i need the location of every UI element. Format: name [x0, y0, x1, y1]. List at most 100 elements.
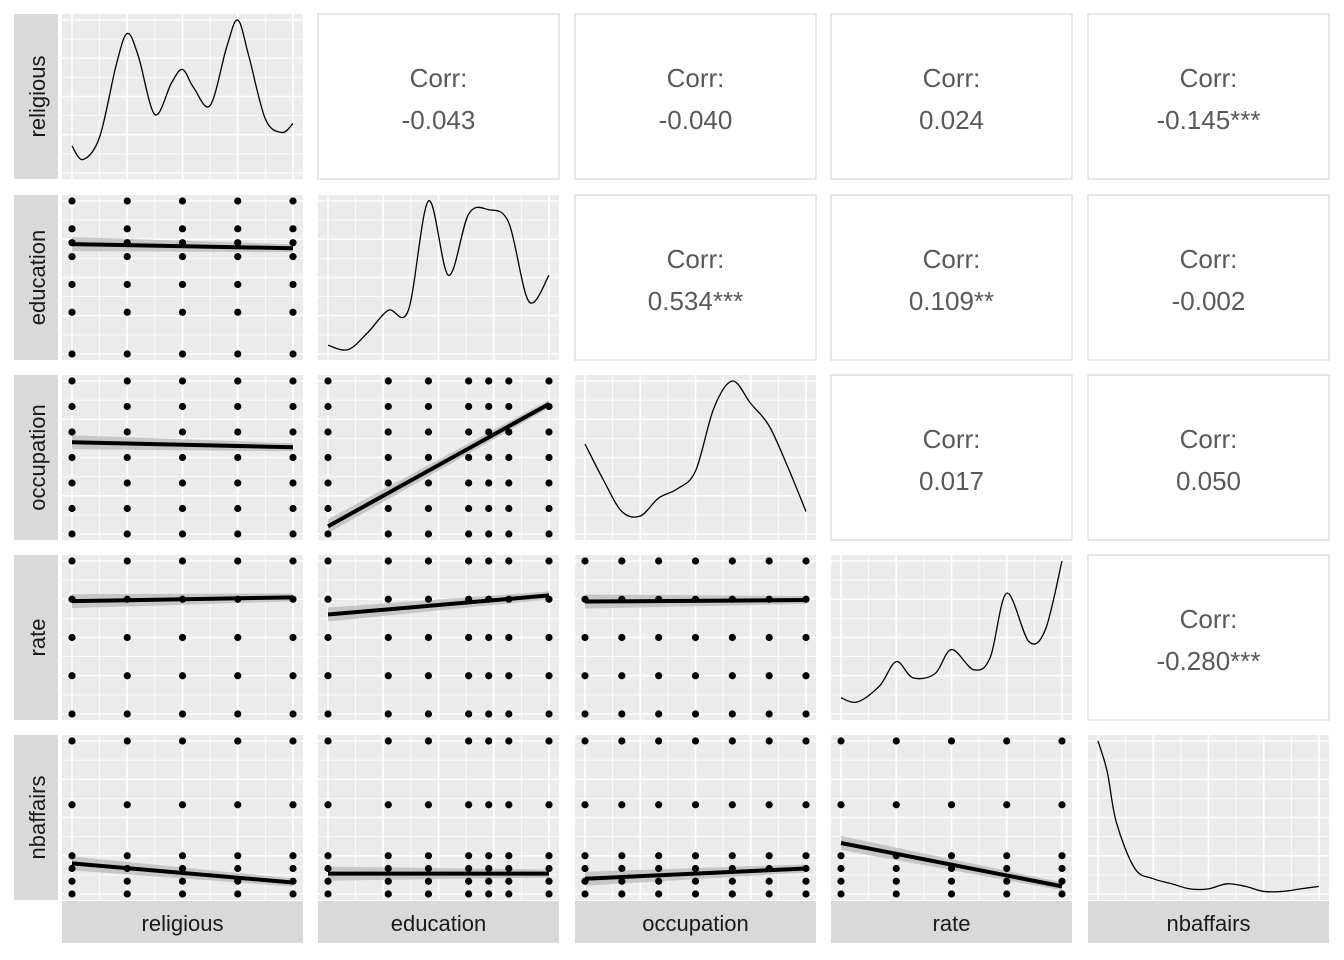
scatter-point: [123, 672, 131, 680]
scatter-point: [655, 557, 663, 565]
scatter-point: [947, 737, 956, 745]
scatter-point: [802, 557, 810, 565]
scatter-point: [234, 253, 242, 261]
scatter-point: [802, 633, 810, 642]
scatter-point: [765, 557, 773, 565]
scatter-point: [178, 890, 187, 898]
scatter-point: [424, 428, 433, 436]
scatter-point: [424, 801, 433, 809]
scatter-point: [765, 737, 773, 745]
scatter-point: [289, 801, 297, 809]
corr-label: Corr:: [667, 244, 725, 274]
scatter-point: [765, 877, 773, 885]
scatter-point: [123, 801, 131, 809]
scatter-point: [68, 877, 76, 885]
scatter-point: [324, 672, 332, 680]
scatter-point: [485, 852, 493, 860]
scatter-point: [123, 530, 131, 538]
scatter-point: [289, 557, 297, 565]
scatter-point: [178, 864, 187, 873]
scatter-point: [234, 239, 242, 247]
scatter-point: [289, 890, 297, 898]
scatter-point: [384, 557, 392, 565]
scatter-point: [485, 890, 493, 898]
scatter-point: [802, 737, 810, 745]
scatter-point: [892, 877, 900, 885]
corr-panel: [830, 374, 1073, 541]
scatter-point: [384, 877, 392, 885]
scatter-point: [947, 877, 956, 885]
corr-panel: [1087, 374, 1330, 541]
scatter-point: [618, 633, 626, 642]
scatter-point: [947, 801, 956, 809]
scatter-point: [1058, 737, 1066, 745]
scatter-point: [581, 852, 589, 860]
scatter-point: [485, 737, 493, 745]
scatter-point: [289, 633, 297, 642]
scatter-point: [324, 595, 332, 603]
scatter-point: [123, 428, 131, 436]
scatter-point: [178, 633, 187, 642]
scatter-point: [1003, 877, 1011, 885]
corr-value: 0.017: [919, 466, 984, 496]
scatter-point: [324, 453, 332, 462]
scatter-point: [545, 890, 553, 898]
scatter-point: [68, 530, 76, 538]
scatter-point: [424, 453, 433, 462]
scatter-point: [465, 852, 473, 860]
scatter-point: [545, 530, 553, 538]
scatter-point: [123, 479, 131, 487]
scatter-point: [424, 737, 433, 745]
scatter-point: [837, 852, 845, 860]
scatter-point: [123, 453, 131, 462]
scatter-point: [505, 877, 513, 885]
regression-line: [327, 402, 550, 529]
corr-panel: [830, 194, 1073, 361]
row-label: rate: [25, 619, 50, 657]
scatter-point: [505, 852, 513, 860]
corr-label: Corr:: [923, 63, 981, 93]
corr-value: -0.280***: [1156, 646, 1260, 676]
scatter-point: [691, 890, 700, 898]
scatter-point: [384, 710, 392, 718]
scatter-point: [505, 737, 513, 745]
scatter-point: [68, 428, 76, 436]
row-strip: [14, 375, 58, 540]
scatter-point: [289, 852, 297, 860]
scatter-point: [384, 801, 392, 809]
corr-label: Corr:: [667, 63, 725, 93]
column-label: rate: [933, 911, 971, 936]
scatter-point: [123, 710, 131, 718]
scatter-point: [618, 801, 626, 809]
scatter-point: [384, 504, 392, 513]
scatter-point: [581, 710, 589, 718]
scatter-point: [289, 402, 297, 411]
scatter-point: [424, 672, 433, 680]
scatter-point: [691, 852, 700, 860]
scatter-point: [424, 504, 433, 513]
scatter-point: [289, 737, 297, 745]
scatter-point: [545, 377, 553, 385]
scatter-point: [289, 239, 297, 247]
scatter-point: [465, 453, 473, 462]
scatter-point: [802, 877, 810, 885]
corr-panel: [1087, 554, 1330, 721]
scatter-point: [424, 864, 433, 873]
scatter-point: [545, 672, 553, 680]
scatter-point: [68, 225, 76, 233]
scatter-point: [178, 504, 187, 513]
scatter-point: [424, 595, 433, 603]
scatter-point: [728, 633, 736, 642]
scatter-point: [384, 453, 392, 462]
scatter-point: [618, 737, 626, 745]
scatter-point: [178, 253, 187, 261]
scatter-point: [68, 710, 76, 718]
scatter-point: [234, 377, 242, 385]
scatter-point: [465, 877, 473, 885]
scatter-point: [68, 402, 76, 411]
scatter-point: [691, 864, 700, 873]
scatter-point: [123, 737, 131, 745]
corr-value: 0.534***: [648, 286, 743, 316]
scatter-point: [485, 479, 493, 487]
